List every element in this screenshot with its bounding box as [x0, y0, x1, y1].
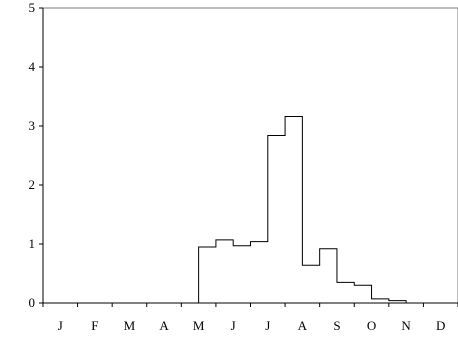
x-tick-label: A — [298, 318, 308, 333]
x-tick-label: M — [193, 318, 205, 333]
x-tick-label: S — [333, 318, 340, 333]
x-tick-label: J — [58, 318, 63, 333]
y-tick-label: 0 — [29, 295, 36, 310]
x-tick-label: N — [401, 318, 411, 333]
x-tick-label: D — [436, 318, 445, 333]
plot-frame — [43, 7, 458, 303]
y-tick-label: 1 — [29, 236, 36, 251]
x-tick-label: A — [159, 318, 169, 333]
x-tick-label: O — [367, 318, 376, 333]
x-tick-label: M — [124, 318, 136, 333]
x-tick-label: J — [231, 318, 236, 333]
histogram-step-line — [43, 116, 458, 304]
y-tick-label: 3 — [29, 118, 36, 133]
y-axis: 0 1 2 3 4 5 — [29, 0, 44, 310]
y-tick-label: 5 — [29, 0, 36, 15]
x-tick-label: J — [265, 318, 270, 333]
y-tick-label: 4 — [29, 59, 36, 74]
x-tick-label: F — [91, 318, 98, 333]
y-tick-label: 2 — [29, 177, 36, 192]
data-series — [43, 116, 458, 304]
